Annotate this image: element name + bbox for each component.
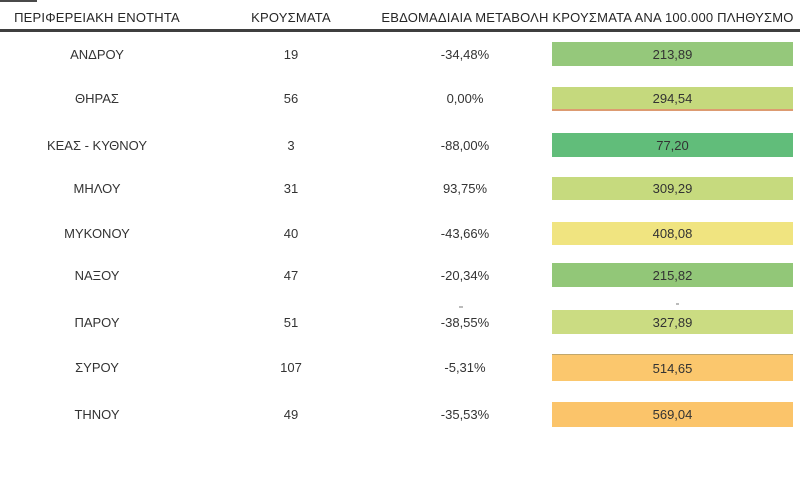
region-name: ΣΥΡΟΥ (75, 359, 119, 375)
artifact-mark (459, 306, 463, 308)
per-100k-cell: 213,89 (552, 42, 793, 66)
region-name: ΑΝΔΡΟΥ (70, 46, 124, 62)
region-name: ΚΕΑΣ - ΚΥΘΝΟΥ (46, 137, 148, 153)
region-name: ΝΑΞΟΥ (74, 267, 120, 283)
per-100k-cell: 569,04 (552, 402, 793, 427)
cases-value: 31 (283, 181, 299, 196)
region-name: ΜΗΛΟΥ (73, 181, 121, 196)
column-header-cases: ΚΡΟΥΣΜΑΤΑ (251, 9, 331, 25)
artifact-line (0, 0, 37, 2)
per-100k-cell: 294,54 (552, 87, 793, 111)
cases-value: 107 (280, 359, 302, 375)
weekly-change-value: -38,55% (440, 314, 490, 330)
cases-value: 47 (283, 267, 299, 283)
cases-value: 3 (287, 137, 295, 153)
per-100k-cell: 309,29 (552, 177, 793, 200)
weekly-change-value: 0,00% (446, 90, 484, 106)
cases-value: 19 (283, 46, 299, 62)
weekly-change-value: -88,00% (440, 137, 490, 153)
region-name: ΜΥΚΟΝΟΥ (64, 226, 130, 241)
weekly-change-value: -20,34% (440, 267, 490, 283)
column-header-per-100k: ΚΡΟΥΣΜΑΤΑ ΑΝΑ 100.000 ΠΛΗΘΥΣΜΟ (552, 9, 794, 25)
artifact-mark (676, 303, 679, 305)
per-100k-cell: 514,65 (552, 354, 793, 381)
per-100k-cell: 215,82 (552, 263, 793, 287)
weekly-change-value: 93,75% (442, 181, 488, 196)
region-name: ΤΗΝΟΥ (74, 407, 120, 422)
cases-value: 56 (283, 90, 299, 106)
region-name: ΘΗΡΑΣ (75, 90, 119, 106)
column-header-region: ΠΕΡΙΦΕΡΕΙΑΚΗ ΕΝΟΤΗΤΑ (14, 9, 180, 25)
column-header-weekly-change: ΕΒΔΟΜΑΔΙΑΙΑ ΜΕΤΑΒΟΛΗ (381, 9, 549, 25)
cases-value: 49 (283, 407, 299, 422)
region-name: ΠΑΡΟΥ (74, 314, 120, 330)
weekly-change-value: -35,53% (440, 407, 490, 422)
weekly-change-value: -34,48% (440, 46, 490, 62)
cases-value: 40 (283, 226, 299, 241)
weekly-change-value: -5,31% (444, 359, 486, 375)
per-100k-cell: 77,20 (552, 133, 793, 157)
per-100k-cell: 408,08 (552, 222, 793, 245)
cases-value: 51 (283, 314, 299, 330)
header-divider (0, 29, 800, 32)
per-100k-cell: 327,89 (552, 310, 793, 334)
weekly-change-value: -43,66% (440, 226, 490, 241)
